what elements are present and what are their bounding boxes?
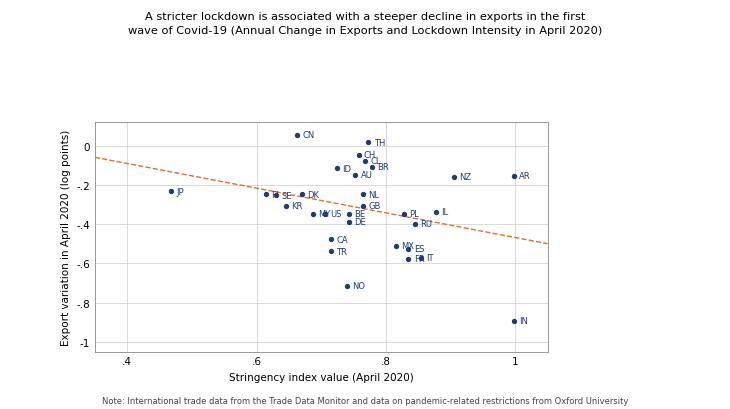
Point [325,236,337,243]
Text: IN: IN [519,316,528,325]
Point [307,211,319,218]
Text: BE: BE [354,210,365,219]
Text: AU: AU [361,171,372,180]
Point [261,191,272,198]
Point [341,283,353,290]
Text: NZ: NZ [459,173,471,182]
Point [409,221,420,227]
Point [390,243,402,249]
Text: FR: FR [414,255,424,264]
Point [508,317,520,324]
Point [270,192,282,199]
Text: MY: MY [318,210,331,219]
Point [343,219,355,225]
Text: BR: BR [377,163,388,172]
Point [353,152,364,159]
Point [350,172,361,178]
Point [363,139,374,146]
Point [508,173,520,180]
Text: SE: SE [281,191,291,200]
Point [359,158,371,165]
Text: NL: NL [369,190,380,199]
Point [325,248,337,255]
Text: IL: IL [442,208,449,217]
Text: TR: TR [336,247,347,256]
Text: NO: NO [353,282,365,291]
Point [431,209,442,216]
Text: DE: DE [354,218,366,227]
Text: RU: RU [420,220,432,229]
Point [448,174,460,180]
Point [398,211,410,218]
Point [291,132,303,139]
Text: CN: CN [302,131,315,140]
Text: Note: International trade data from the Trade Data Monitor and data on pandemic-: Note: International trade data from the … [101,396,629,405]
Point [280,203,291,210]
Point [343,211,355,218]
Text: CL: CL [370,157,381,166]
Point [358,203,369,210]
Text: MX: MX [401,242,414,251]
Text: CH: CH [364,151,376,160]
Point [319,211,331,218]
Text: IT: IT [426,254,434,263]
Text: US: US [330,210,342,219]
Text: ID: ID [342,164,352,173]
Point [403,256,415,263]
Text: CA: CA [336,235,347,244]
Text: GB: GB [369,202,381,211]
Text: FI: FI [272,190,279,199]
Text: JP: JP [177,187,184,196]
Point [358,191,369,198]
Text: A stricter lockdown is associated with a steeper decline in exports in the first: A stricter lockdown is associated with a… [128,12,602,36]
Point [166,188,177,195]
Text: PL: PL [409,210,419,219]
Text: AR: AR [519,172,531,181]
Point [403,246,415,252]
Text: ES: ES [414,245,424,254]
Point [331,165,343,172]
Text: KR: KR [291,202,302,211]
Point [366,164,377,171]
Text: TH: TH [374,138,385,147]
Y-axis label: Export variation in April 2020 (log points): Export variation in April 2020 (log poin… [61,129,71,345]
X-axis label: Stringency index value (April 2020): Stringency index value (April 2020) [228,372,414,382]
Text: DK: DK [307,190,319,199]
Point [415,255,427,261]
Point [296,191,307,198]
